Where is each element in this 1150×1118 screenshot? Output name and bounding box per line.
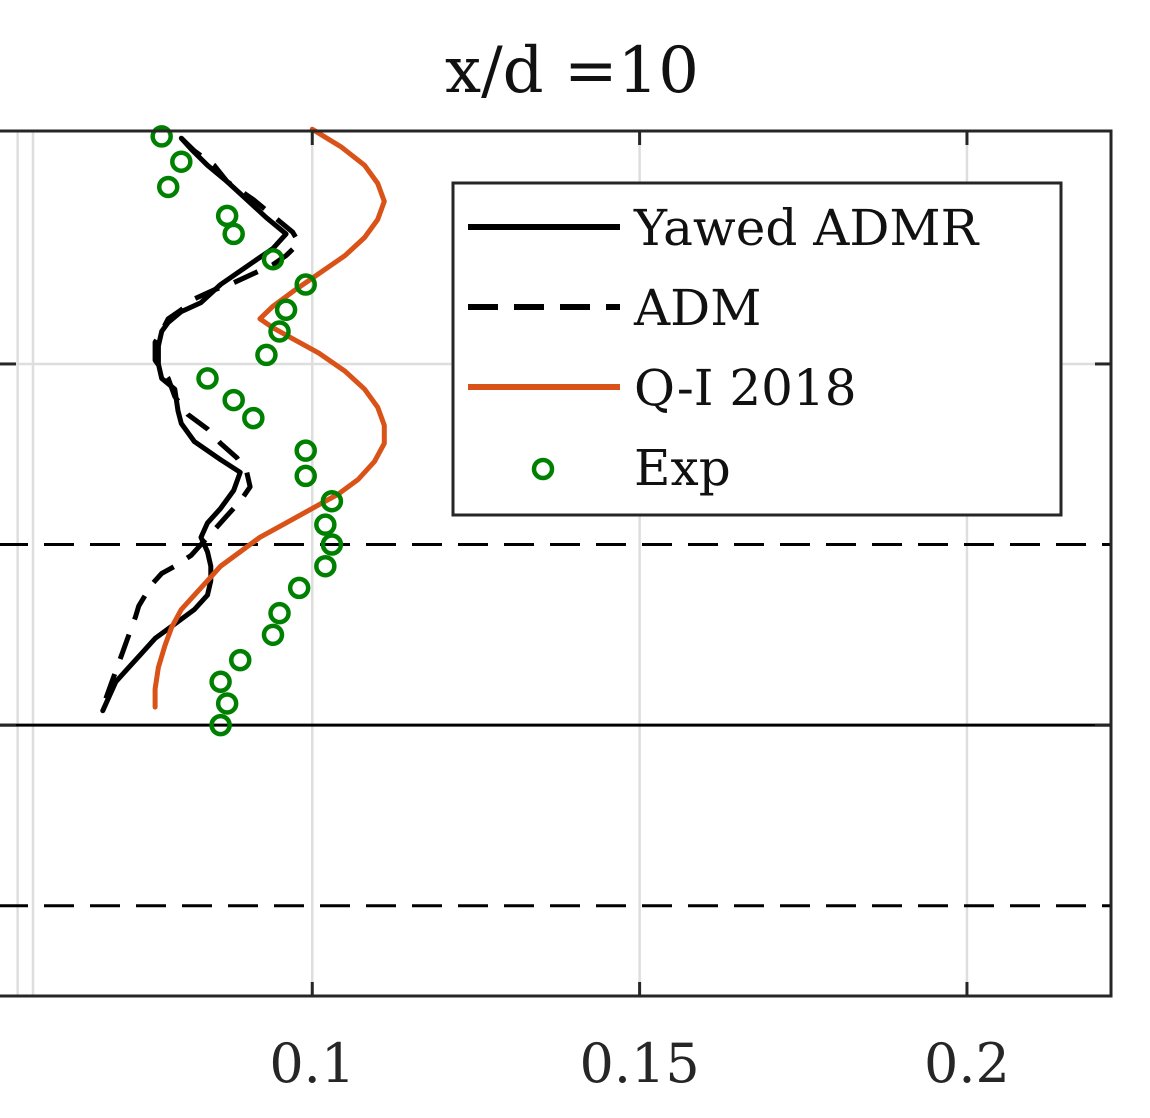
exp-point-15 bbox=[320, 489, 344, 513]
exp-point-17 bbox=[320, 533, 344, 556]
exp-point-2 bbox=[156, 175, 180, 199]
exp-point-11 bbox=[222, 388, 245, 412]
legend-label-1: ADM bbox=[633, 279, 761, 337]
exp-point-8 bbox=[268, 320, 291, 343]
exp-point-3 bbox=[215, 204, 239, 228]
reference-lines bbox=[0, 543, 1111, 908]
exp-point-14 bbox=[294, 464, 317, 488]
exp-point-16 bbox=[314, 513, 337, 536]
x-tick-label-2: 0.2 bbox=[924, 1032, 1010, 1095]
exp-point-6 bbox=[294, 273, 317, 296]
exp-point-7 bbox=[274, 298, 298, 322]
exp-point-5 bbox=[261, 247, 285, 271]
exp-point-19 bbox=[287, 576, 311, 600]
legend-box bbox=[451, 181, 1063, 517]
exp-point-10 bbox=[196, 367, 219, 390]
series-3-markers bbox=[150, 125, 344, 737]
data-series bbox=[100, 125, 387, 737]
exp-point-9 bbox=[255, 343, 278, 367]
legend: Yawed ADMR ADM Q-I 2018 Exp bbox=[451, 181, 1063, 517]
series-1-line bbox=[100, 136, 302, 708]
axis-ticks: 0.1 0.15 0.2 bbox=[0, 131, 1111, 1095]
exp-point-18 bbox=[314, 554, 337, 578]
exp-point-4 bbox=[222, 222, 245, 246]
x-tick-label-0: 0.1 bbox=[269, 1032, 355, 1095]
exp-point-22 bbox=[228, 648, 252, 672]
exp-point-20 bbox=[268, 601, 291, 625]
exp-point-0 bbox=[150, 125, 173, 148]
plot-frame bbox=[0, 129, 1113, 998]
x-tick-label-1: 0.15 bbox=[579, 1032, 699, 1095]
exp-point-12 bbox=[242, 406, 265, 430]
exp-point-13 bbox=[294, 439, 317, 462]
legend-marker-3 bbox=[531, 457, 555, 481]
exp-point-24 bbox=[215, 692, 239, 715]
exp-point-25 bbox=[209, 713, 232, 737]
series-0-line bbox=[100, 135, 289, 714]
exp-point-1 bbox=[170, 150, 193, 173]
legend-label-2: Q-I 2018 bbox=[634, 359, 857, 417]
legend-label-0: Yawed ADMR bbox=[633, 199, 980, 257]
chart-title: x/d =10 bbox=[445, 34, 699, 108]
series-2-line bbox=[152, 126, 387, 710]
legend-label-3: Exp bbox=[634, 439, 731, 497]
exp-point-23 bbox=[209, 670, 232, 694]
exp-point-21 bbox=[261, 623, 285, 647]
